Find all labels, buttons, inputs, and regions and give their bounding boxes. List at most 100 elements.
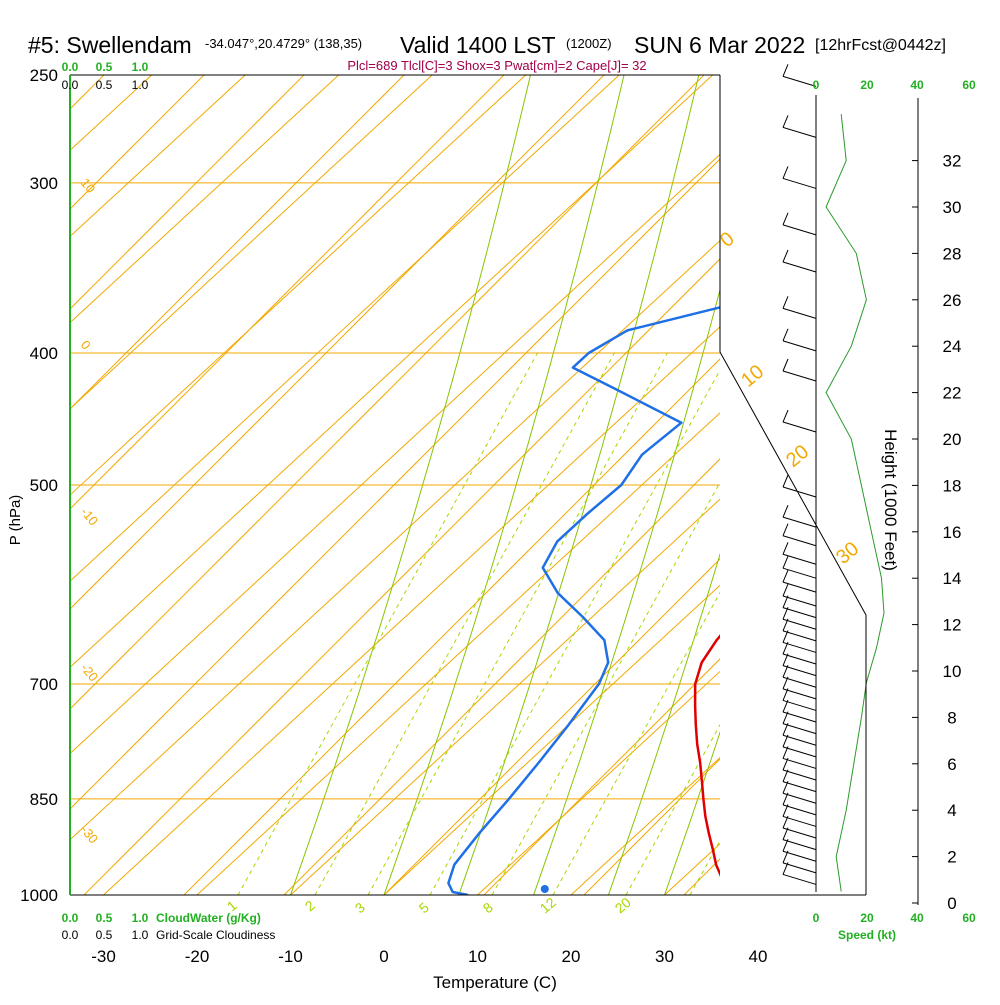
height-tick-label: 0 — [947, 894, 956, 913]
cloud-scale-top-green: 0.5 — [96, 60, 113, 74]
frame-right — [720, 75, 866, 895]
cloud-scale-bottom-black: 1.0 — [132, 928, 149, 942]
wind-barb-shaft — [783, 631, 816, 641]
wind-barb-shaft — [783, 517, 816, 527]
height-tick-label: 16 — [943, 523, 962, 542]
wind-barb — [783, 677, 816, 699]
cloudiness-label: Grid-Scale Cloudiness — [156, 928, 275, 942]
mixing-ratio-label: 8 — [480, 899, 496, 916]
wind-barb-shaft — [783, 863, 816, 873]
wind-barb-flag — [783, 505, 788, 517]
cloud-scale-bottom-green: 1.0 — [132, 911, 149, 925]
speed-tick-top: 20 — [860, 78, 874, 92]
height-tick-label: 14 — [943, 569, 962, 588]
wind-barb — [783, 115, 816, 137]
wind-barb-shaft — [783, 642, 816, 652]
isotherm-label: 10 — [78, 175, 99, 196]
p-tick-label: 500 — [30, 476, 58, 495]
mixing-ratio-line — [238, 352, 538, 895]
wind-barb-shaft — [783, 308, 816, 318]
height-tick-label: 30 — [943, 198, 962, 217]
wind-barb — [783, 851, 816, 873]
wind-barb — [783, 607, 816, 629]
dry-adiabat-label: 30 — [832, 538, 863, 569]
mixing-ratio-line — [492, 352, 792, 895]
wind-barb — [783, 475, 816, 497]
wind-barb-flag — [783, 410, 788, 422]
moist-adiabat-line — [721, 75, 961, 895]
mixing-ratio-label: 12 — [537, 894, 559, 916]
wind-barb — [783, 839, 816, 861]
cloud-scale-top-green: 1.0 — [132, 60, 149, 74]
speed-tick-bottom: 0 — [813, 911, 820, 925]
wind-barb-shaft — [783, 371, 816, 381]
wind-barb-shaft — [783, 619, 816, 629]
wind-barb — [783, 723, 816, 745]
height-tick-label: 10 — [943, 662, 962, 681]
wind-barb-flag — [783, 475, 788, 487]
wind-barb-shaft — [783, 712, 816, 722]
wind-barb-shaft — [783, 225, 816, 235]
x-tick-label: 30 — [655, 947, 674, 966]
wind-barb-shaft — [783, 554, 816, 564]
p-tick-label: 300 — [30, 174, 58, 193]
height-tick-label: 12 — [943, 616, 962, 635]
wind-barb — [783, 770, 816, 792]
cloudwater-label: CloudWater (g/Kg) — [156, 911, 261, 925]
station-title: #5: Swellendam — [28, 32, 192, 58]
wind-barb-shaft — [783, 747, 816, 757]
dry-adiabat-label: 20 — [782, 441, 813, 472]
height-tick-label: 24 — [943, 337, 962, 356]
cloud-scale-top-black: 1.0 — [132, 78, 149, 92]
wind-barb-flag — [783, 359, 788, 371]
wind-barb-shaft — [783, 178, 816, 188]
dry-adiabat-line — [984, 75, 1000, 895]
cloud-scale-bottom-green: 0.5 — [96, 911, 113, 925]
wind-barb-shaft — [783, 422, 816, 432]
wind-barb-shaft — [783, 735, 816, 745]
wind-speed-profile — [826, 114, 884, 891]
wind-barb — [783, 712, 816, 734]
grid-layer — [0, 75, 1000, 895]
wind-barb-flag — [783, 250, 788, 262]
wind-barb-shaft — [783, 793, 816, 803]
zulu-time: (1200Z) — [566, 36, 612, 51]
height-tick-label: 20 — [943, 430, 962, 449]
forecast-date: SUN 6 Mar 2022 — [634, 32, 805, 58]
wind-barb-shaft — [783, 568, 816, 578]
wind-barb-shaft — [783, 770, 816, 780]
wind-barb — [783, 654, 816, 676]
wind-barb-shaft — [783, 654, 816, 664]
wind-barb — [783, 688, 816, 710]
wind-barb-flag — [783, 570, 788, 582]
dry-adiabat-label: 0 — [716, 228, 739, 252]
wind-barb-flag — [783, 213, 788, 225]
wind-barb-flag — [783, 584, 788, 596]
x-tick-label: -30 — [91, 947, 116, 966]
wind-speed-line — [826, 114, 884, 891]
isotherm-label: -30 — [78, 822, 102, 846]
wind-barb — [783, 642, 816, 664]
wind-barb-shaft — [783, 840, 816, 850]
wind-barb-flag — [783, 556, 788, 568]
wind-barb — [783, 296, 816, 318]
wind-barb-shaft — [783, 782, 816, 792]
isotherm-label: -10 — [78, 504, 102, 528]
sounding-indices: Plcl=689 Tlcl[C]=3 Shox=3 Pwat[cm]=2 Cap… — [347, 58, 646, 73]
height-tick-label: 4 — [947, 801, 956, 820]
wind-barb-shaft — [783, 851, 816, 861]
wind-barb-flag — [783, 524, 788, 536]
height-tick-label: 26 — [943, 291, 962, 310]
cloud-scale-bottom-green: 0.0 — [62, 911, 79, 925]
cloud-scale-bottom-black: 0.0 — [62, 928, 79, 942]
wind-barbs — [783, 64, 816, 892]
wind-barb-shaft — [783, 724, 816, 734]
wind-barb-shaft — [783, 689, 816, 699]
wind-barb — [783, 329, 816, 351]
p-tick-label: 700 — [30, 675, 58, 694]
wind-barb — [783, 700, 816, 722]
wind-barb — [783, 619, 816, 641]
wind-barb — [783, 665, 816, 687]
wind-barb-shaft — [783, 76, 816, 86]
